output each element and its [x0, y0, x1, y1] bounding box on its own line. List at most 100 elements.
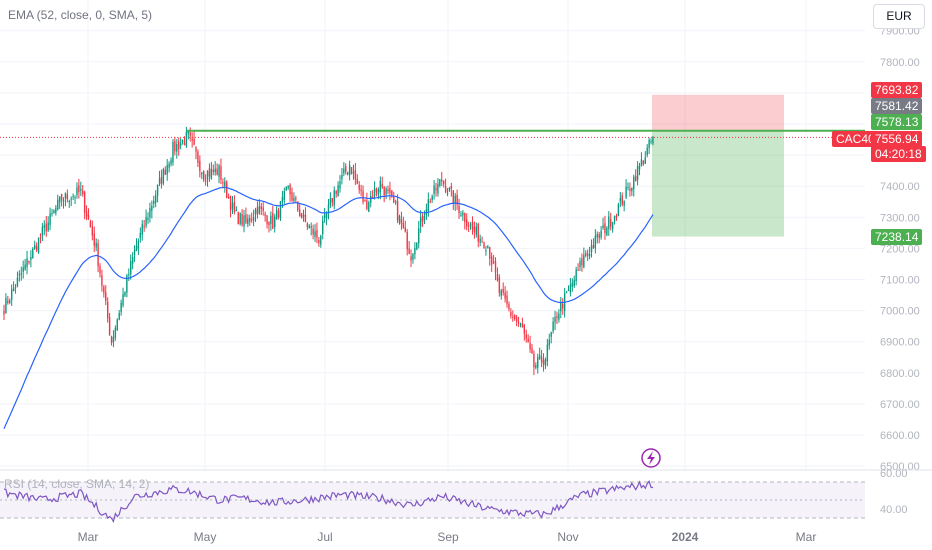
- candle: [137, 240, 140, 249]
- candle: [226, 181, 228, 198]
- candle: [556, 316, 558, 318]
- candle: [473, 226, 476, 232]
- candle: [358, 184, 360, 190]
- candle: [598, 234, 600, 239]
- target-price-tag: 7238.14: [871, 229, 923, 245]
- ema-line: [3, 186, 654, 430]
- candle: [10, 289, 13, 300]
- candle: [22, 267, 24, 272]
- candle: [548, 339, 550, 346]
- candle: [224, 181, 226, 187]
- y-tick-label: 6700.00: [880, 399, 920, 411]
- candle: [116, 319, 118, 331]
- candle: [128, 274, 130, 276]
- y-tick-label: 7100.00: [880, 275, 920, 287]
- candle: [314, 231, 316, 237]
- candle: [350, 167, 353, 175]
- lightning-icon[interactable]: [641, 448, 661, 468]
- candle: [160, 176, 163, 185]
- candle: [648, 139, 650, 148]
- candle: [72, 195, 74, 197]
- candle: [97, 243, 99, 267]
- candle: [185, 132, 188, 147]
- currency-button[interactable]: EUR: [873, 4, 925, 29]
- last-price-tag: 7556.94: [871, 131, 923, 147]
- candle: [201, 172, 203, 175]
- candle: [467, 225, 470, 227]
- candle: [379, 180, 382, 193]
- candle: [462, 212, 464, 216]
- candle: [298, 209, 301, 217]
- candle: [477, 223, 479, 242]
- y-tick-label: 6600.00: [880, 430, 920, 442]
- candle: [396, 200, 399, 221]
- ema-legend[interactable]: EMA (52, close, 0, SMA, 5): [8, 8, 153, 22]
- candle: [325, 213, 328, 218]
- candle: [285, 187, 287, 191]
- candle: [55, 207, 57, 213]
- candle: [235, 209, 238, 212]
- candle: [302, 214, 305, 217]
- candle: [331, 197, 334, 203]
- candle: [377, 189, 380, 195]
- candle: [512, 316, 514, 318]
- x-tick-label: Nov: [557, 530, 578, 544]
- candle: [540, 356, 543, 363]
- candle: [51, 213, 53, 215]
- risk-reward-tool: [652, 94, 784, 237]
- candle: [212, 169, 214, 172]
- candle: [456, 194, 458, 205]
- candle: [193, 138, 195, 145]
- candle: [634, 176, 637, 182]
- candle: [264, 213, 266, 216]
- candle: [239, 213, 241, 224]
- candle: [550, 332, 552, 337]
- candle: [112, 336, 115, 343]
- candle: [600, 230, 602, 238]
- candle: [304, 214, 307, 222]
- candle: [120, 302, 122, 313]
- candle: [569, 284, 572, 293]
- candle: [523, 324, 526, 334]
- time-axis: Mar May Jul Sep Nov 2024 Mar: [78, 530, 817, 544]
- candle: [636, 166, 639, 180]
- candle: [492, 261, 495, 263]
- candle: [646, 147, 648, 156]
- candle: [371, 196, 374, 199]
- candle: [466, 219, 468, 227]
- rsi-pane: 60.00 40.00: [0, 468, 932, 524]
- candle: [20, 273, 22, 275]
- candle: [124, 292, 126, 296]
- candle: [464, 212, 466, 222]
- candle: [176, 143, 178, 152]
- candle: [339, 181, 341, 189]
- candle: [498, 277, 501, 293]
- candle: [485, 250, 487, 252]
- candle: [633, 176, 635, 190]
- candle: [30, 257, 32, 260]
- candle: [571, 282, 574, 287]
- candle: [204, 180, 207, 182]
- candle: [66, 194, 69, 200]
- candle: [490, 256, 493, 265]
- grid: [0, 0, 865, 470]
- candle: [181, 139, 184, 143]
- candle: [483, 242, 485, 249]
- candle: [333, 190, 335, 206]
- candle: [429, 201, 431, 203]
- candle: [191, 138, 193, 141]
- candle: [562, 303, 564, 309]
- y-tick-label: 7300.00: [880, 212, 920, 224]
- candle: [335, 191, 337, 195]
- candle: [394, 201, 397, 203]
- candle: [310, 226, 312, 228]
- candle: [189, 132, 191, 136]
- rsi-legend[interactable]: RSI (14, close, SMA, 14, 2): [4, 477, 150, 491]
- candle: [53, 210, 55, 214]
- candle: [652, 137, 654, 144]
- candle: [300, 213, 303, 218]
- candle: [202, 171, 205, 180]
- candle: [233, 201, 236, 213]
- candle: [615, 216, 618, 218]
